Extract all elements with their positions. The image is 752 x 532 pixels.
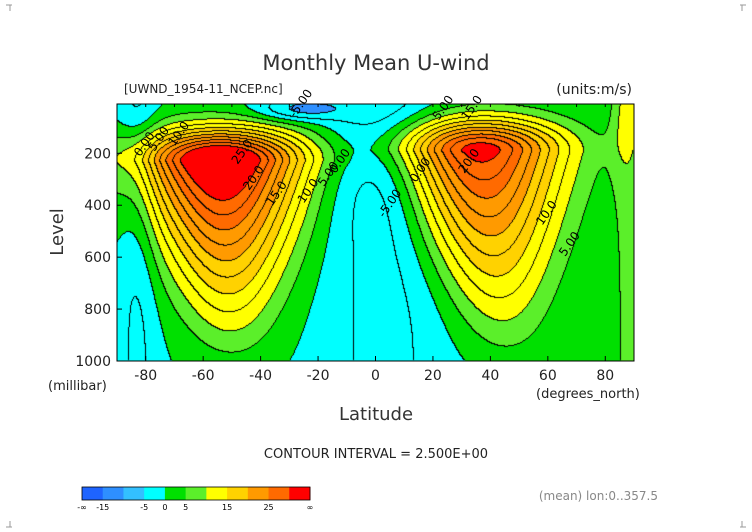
x-tick-label: -20 [307, 368, 330, 384]
colorbar-swatch [144, 487, 166, 500]
x-tick-label: 40 [481, 368, 499, 384]
colorbar-swatch [268, 487, 290, 500]
y-axis-title: Level [47, 208, 68, 256]
crop-marks [6, 4, 746, 528]
y-axis-unit: (millibar) [48, 379, 107, 394]
colorbar-swatch [164, 487, 187, 500]
x-axis-title: Latitude [339, 404, 413, 425]
plot-area: 10.05.000.00 25.020.015.0 10.05.000.00-5.0… [75, 87, 635, 384]
u-wind-field [117, 104, 634, 361]
colorbar-swatch [123, 487, 145, 500]
x-tick-label: -40 [249, 368, 272, 384]
colorbar-swatch [206, 487, 228, 500]
y-tick-label: 600 [84, 250, 111, 266]
colorbar-tick-label: -15 [96, 503, 109, 512]
colorbar-tick-label: -5 [140, 503, 148, 512]
colorbar-frame [81, 486, 311, 501]
x-axis-unit: (degrees_north) [536, 387, 640, 402]
colorbar-swatch [185, 487, 207, 500]
units-label: (units:m/s) [556, 82, 632, 98]
colorbar: -∞ -15 -5 0 5 15 25 ∞ [77, 486, 314, 512]
colorbar-tick-label: 5 [183, 503, 188, 512]
colorbar-swatch [82, 487, 104, 500]
y-tick-label: 800 [84, 302, 111, 318]
y-tick-label: 200 [84, 146, 111, 162]
chart-title: Monthly Mean U-wind [262, 51, 489, 75]
colorbar-swatch [102, 487, 124, 500]
colorbar-swatch [227, 487, 249, 500]
colorbar-tick-label: ∞ [307, 503, 314, 512]
file-label: [UWND_1954-11_NCEP.nc] [124, 82, 283, 96]
colorbar-swatch [247, 487, 270, 500]
footer-note: (mean) lon:0..357.5 [539, 489, 658, 503]
colorbar-swatch [289, 487, 311, 500]
axis-ticks: -80 -60 -40 -20 0 20 40 60 80 200 400 600 800 1000 [75, 104, 635, 384]
contour-interval: CONTOUR INTERVAL = 2.500E+00 [264, 447, 488, 462]
colorbar-tick-label: -∞ [77, 503, 87, 512]
x-tick-label: 80 [596, 368, 614, 384]
colorbar-tick-label: 25 [263, 503, 273, 512]
x-tick-label: 20 [424, 368, 442, 384]
colorbar-tick-label: 15 [222, 503, 232, 512]
y-tick-label: 1000 [75, 354, 111, 370]
x-tick-label: 0 [371, 368, 380, 384]
x-tick-label: -60 [192, 368, 215, 384]
colorbar-tick-label: 0 [162, 503, 167, 512]
x-tick-label: -80 [134, 368, 157, 384]
y-tick-label: 400 [84, 198, 111, 214]
x-tick-label: 60 [539, 368, 557, 384]
